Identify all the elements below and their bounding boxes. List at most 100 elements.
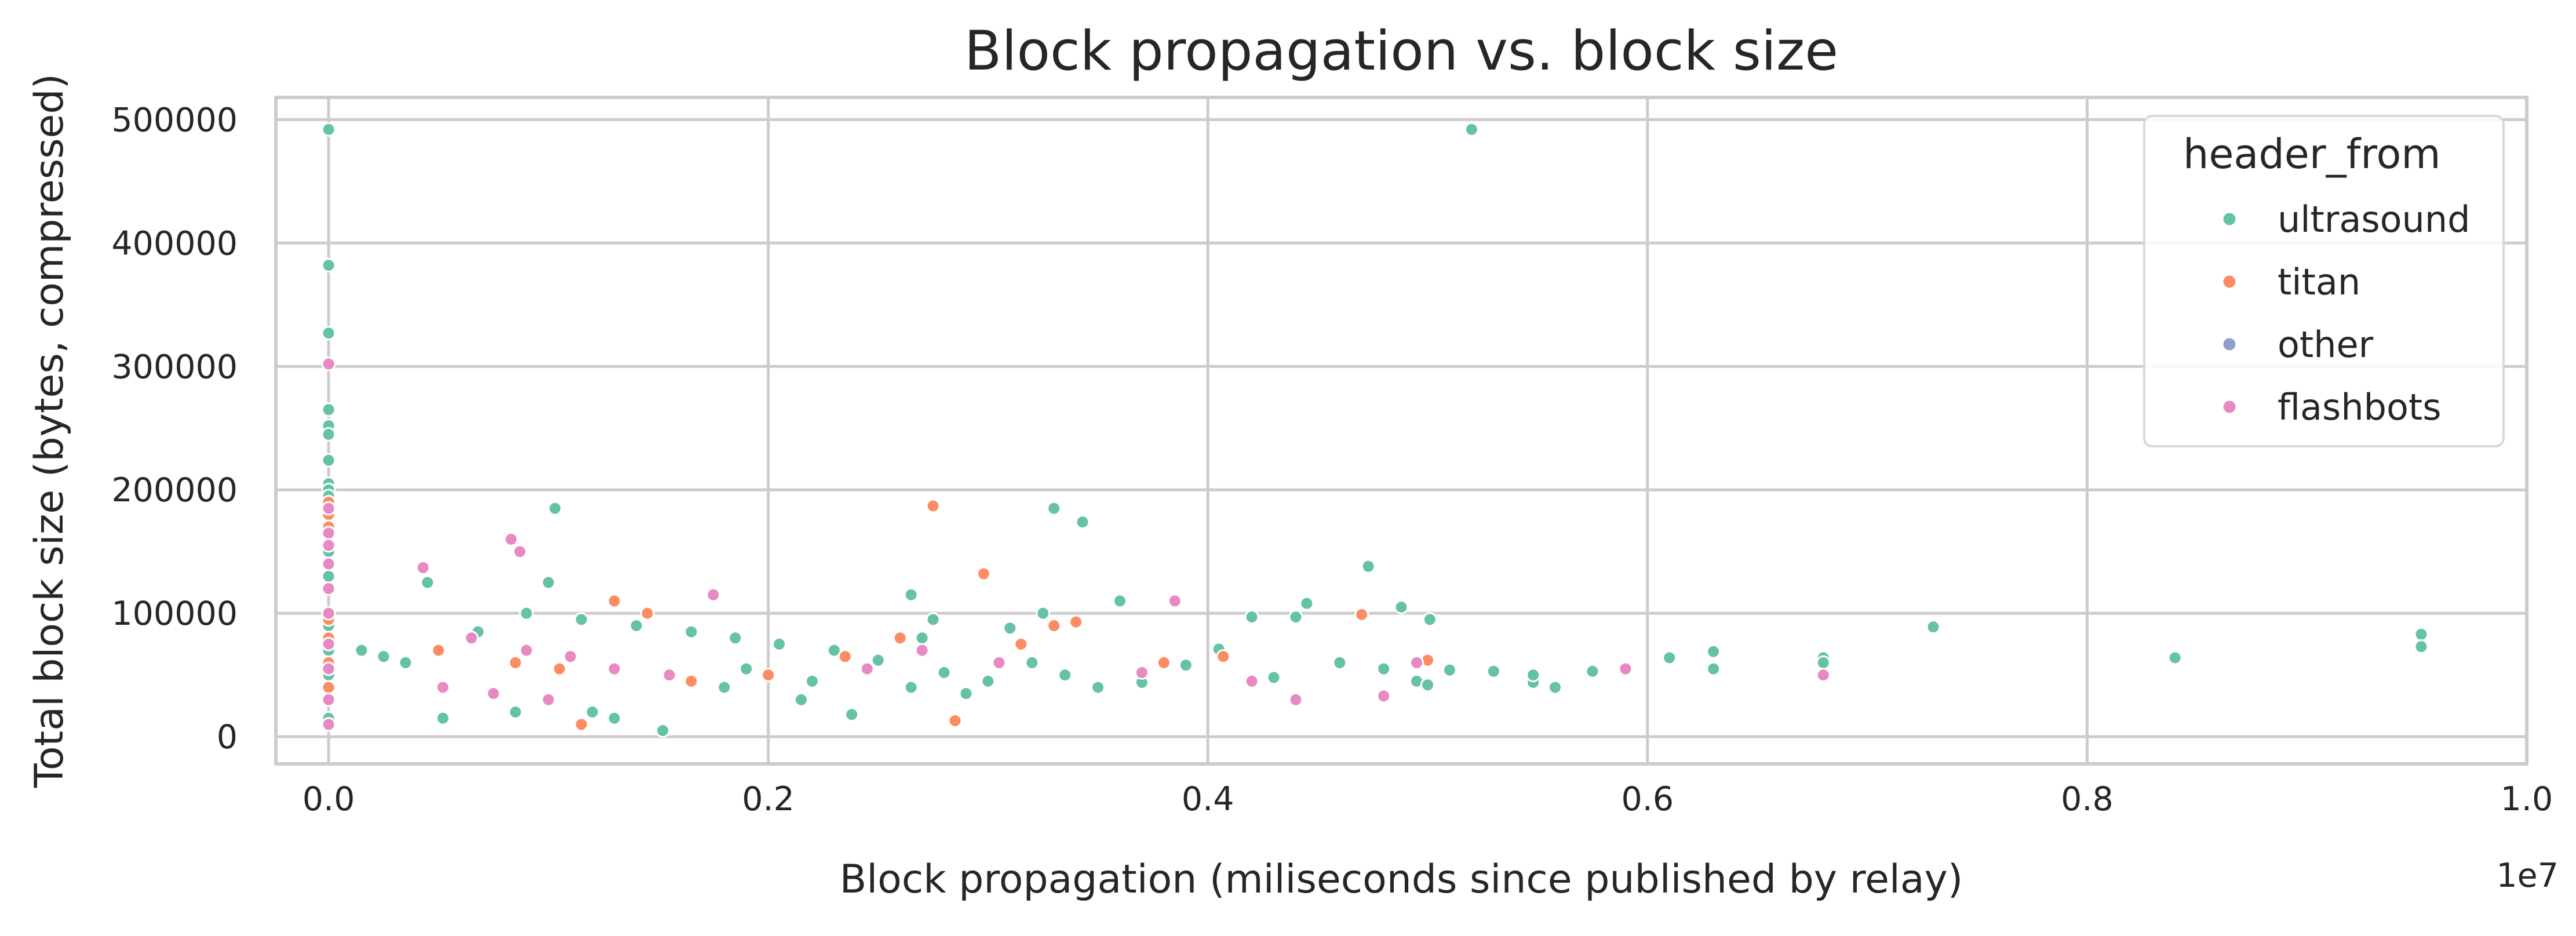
- y-tick-label: 500000: [111, 101, 238, 139]
- data-point-flashbots: [486, 686, 501, 701]
- data-point-ultrasound: [1332, 655, 1347, 670]
- legend-label-other: other: [2278, 323, 2374, 366]
- data-point-flashbots: [859, 661, 875, 676]
- data-point-titan: [761, 668, 776, 683]
- data-point-ultrasound: [2414, 639, 2429, 654]
- data-point-ultrasound: [1036, 606, 1051, 621]
- data-point-flashbots: [416, 560, 431, 575]
- data-point-ultrasound: [684, 624, 699, 639]
- legend-title: header_from: [2183, 130, 2441, 178]
- legend-box: [2143, 115, 2505, 447]
- data-point-flashbots: [321, 501, 336, 516]
- data-point-flashbots: [504, 531, 519, 547]
- legend: header_from ultrasound titan other flashbot…: [2143, 115, 2505, 447]
- data-point-ultrasound: [772, 636, 787, 651]
- legend-marker-titan: [2221, 274, 2238, 290]
- data-point-flashbots: [321, 556, 336, 571]
- data-point-flashbots: [992, 655, 1007, 670]
- data-point-flashbots: [1134, 665, 1149, 680]
- data-point-ultrasound: [981, 673, 996, 689]
- data-point-ultrasound: [435, 711, 450, 726]
- data-point-ultrasound: [1025, 655, 1040, 670]
- data-points: [321, 122, 2429, 738]
- data-point-ultrasound: [1464, 122, 1479, 137]
- data-point-titan: [684, 673, 699, 689]
- data-point-titan: [574, 717, 589, 732]
- data-point-flashbots: [1244, 673, 1259, 689]
- data-point-ultrasound: [321, 326, 336, 341]
- data-point-titan: [431, 643, 446, 658]
- data-point-ultrasound: [1075, 515, 1090, 530]
- data-point-flashbots: [706, 587, 721, 602]
- data-point-ultrasound: [321, 258, 336, 273]
- data-point-ultrasound: [826, 643, 841, 658]
- data-point-flashbots: [1618, 661, 1633, 676]
- data-point-ultrasound: [903, 587, 919, 602]
- data-point-ultrasound: [420, 575, 435, 590]
- data-point-flashbots: [321, 538, 336, 553]
- data-point-ultrasound: [959, 686, 974, 701]
- data-point-flashbots: [321, 356, 336, 372]
- x-tick-label: 0.6: [1621, 780, 1674, 818]
- data-point-ultrasound: [629, 618, 644, 633]
- data-point-ultrasound: [321, 569, 336, 584]
- data-point-titan: [1156, 655, 1171, 670]
- data-point-ultrasound: [739, 661, 754, 676]
- data-point-ultrasound: [321, 402, 336, 417]
- data-point-ultrasound: [794, 692, 809, 707]
- data-point-titan: [926, 498, 941, 513]
- data-point-titan: [552, 661, 567, 676]
- data-point-ultrasound: [585, 705, 600, 720]
- data-point-flashbots: [1816, 668, 1831, 683]
- x-tick-label: 1.0: [2501, 780, 2553, 818]
- data-point-ultrasound: [354, 643, 369, 658]
- data-point-ultrasound: [321, 122, 336, 137]
- y-tick-label: 200000: [111, 471, 238, 509]
- data-point-ultrasound: [1526, 668, 1541, 683]
- data-point-ultrasound: [2414, 627, 2429, 642]
- data-point-titan: [321, 680, 336, 695]
- y-tick-label: 0: [217, 718, 238, 756]
- data-point-ultrasound: [376, 649, 391, 664]
- chart-title: Block propagation vs. block size: [964, 20, 1838, 83]
- data-point-titan: [1069, 614, 1084, 629]
- x-tick-label: 0.2: [742, 780, 795, 818]
- data-point-ultrasound: [574, 612, 589, 627]
- data-point-ultrasound: [937, 665, 952, 680]
- data-point-titan: [1216, 649, 1231, 664]
- data-point-flashbots: [519, 643, 534, 658]
- x-tick-label: 0.0: [303, 780, 355, 818]
- data-point-ultrasound: [914, 631, 930, 646]
- data-point-titan: [1047, 618, 1062, 633]
- y-axis-label: Total block size (bytes, compressed): [27, 74, 72, 788]
- data-point-ultrasound: [1585, 664, 1600, 679]
- data-point-ultrasound: [508, 705, 523, 720]
- data-point-ultrasound: [1548, 680, 1563, 695]
- data-point-flashbots: [321, 717, 336, 732]
- data-point-flashbots: [1409, 655, 1424, 670]
- data-point-ultrasound: [728, 631, 743, 646]
- data-point-titan: [976, 566, 991, 581]
- data-point-flashbots: [321, 526, 336, 541]
- data-point-ultrasound: [1361, 559, 1376, 574]
- data-point-ultrasound: [1266, 670, 1281, 685]
- y-tick-label: 300000: [111, 348, 238, 386]
- data-point-titan: [508, 655, 523, 670]
- legend-label-ultrasound: ultrasound: [2278, 198, 2471, 241]
- data-point-titan: [948, 713, 963, 728]
- y-tick-label: 100000: [111, 595, 238, 633]
- data-point-ultrasound: [1816, 655, 1831, 670]
- x-axis-offset-label: 1e7: [2496, 857, 2559, 895]
- data-point-ultrasound: [1706, 661, 1721, 676]
- data-point-flashbots: [512, 544, 527, 559]
- data-point-ultrasound: [2167, 650, 2183, 665]
- data-point-ultrasound: [655, 723, 671, 738]
- x-tick-label: 0.8: [2061, 780, 2114, 818]
- data-point-flashbots: [321, 636, 336, 651]
- data-point-titan: [607, 593, 622, 609]
- x-tick-label: 0.4: [1182, 780, 1234, 818]
- data-point-ultrasound: [321, 453, 336, 468]
- data-point-titan: [837, 649, 852, 664]
